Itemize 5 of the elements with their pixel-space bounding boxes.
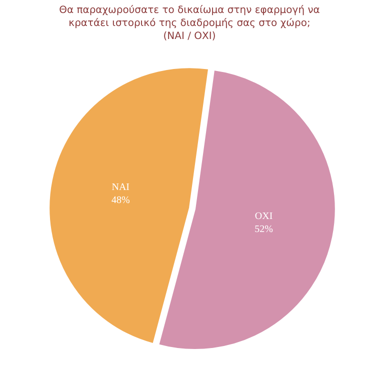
chart-title: Θα παραχωρούσατε το δικαίωμα στην εφαρμογή να κρατάει ιστορικό της διαδρομής σας στο χώρο; (ΝΑΙ / ΟΧΙ) bbox=[59, 5, 320, 42]
data-label: 52% bbox=[254, 224, 273, 235]
data-label: 48% bbox=[111, 195, 130, 206]
slice-label: ΝΑΙ bbox=[112, 182, 130, 194]
slice-label: ΟΧΙ bbox=[254, 210, 273, 222]
